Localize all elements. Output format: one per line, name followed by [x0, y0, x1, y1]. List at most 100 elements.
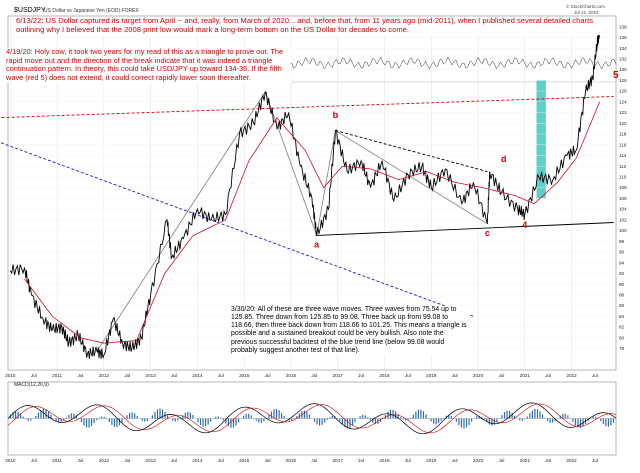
- y-tick-label: 98: [619, 239, 625, 244]
- y-tick-label: 82: [619, 325, 625, 330]
- x-tick-label-macd: Jul: [498, 458, 504, 463]
- chart-date: Jul 12, 2022: [574, 10, 599, 15]
- x-tick-label-macd: Jul: [592, 458, 598, 463]
- x-tick-label: Jul: [545, 373, 551, 378]
- wave-label: 4: [522, 220, 527, 230]
- y-tick-label: 94: [619, 260, 625, 265]
- x-tick-label: Jul: [405, 373, 411, 378]
- chart-subtitle: US Dollar vs Japanese Yen (EOD) FOREX: [44, 8, 139, 14]
- price-series-line: [9, 27, 601, 360]
- y-tick-label: 128: [619, 78, 627, 83]
- wave-label: c: [485, 228, 490, 238]
- y-tick-label: 126: [619, 89, 627, 94]
- x-tick-label: 2013: [146, 373, 157, 378]
- x-tick-label: 2019: [426, 373, 437, 378]
- y-tick-label: 88: [619, 293, 625, 298]
- x-tick-label-macd: Jul: [124, 458, 130, 463]
- x-tick-label-macd: 2018: [379, 458, 390, 463]
- y-tick-label: 102: [619, 217, 627, 222]
- y-tick-label: 80: [619, 335, 625, 340]
- wave-count-line: [96, 91, 266, 352]
- macd-line: [7, 402, 617, 435]
- wave-count-line: [316, 130, 336, 236]
- y-tick-label: 86: [619, 303, 625, 308]
- x-tick-label-macd: 2011: [52, 458, 62, 463]
- y-tick-label: 118: [619, 132, 627, 137]
- y-tick-label: 134: [619, 46, 627, 51]
- x-tick-label: 2010: [5, 373, 16, 378]
- x-tick-label-macd: 2015: [239, 458, 250, 463]
- x-tick-label: Jul: [78, 373, 84, 378]
- x-tick-label-macd: 2022: [566, 458, 577, 463]
- x-tick-label: 2021: [520, 373, 531, 378]
- x-tick-label-macd: 2020: [473, 458, 484, 463]
- y-tick-label: 110: [619, 175, 627, 180]
- x-tick-label: 2017: [333, 373, 344, 378]
- x-tick-label-macd: Jul: [405, 458, 411, 463]
- wave-count-line: [264, 91, 318, 236]
- y-tick-label: 124: [619, 99, 627, 104]
- x-tick-label-macd: 2013: [146, 458, 157, 463]
- x-tick-label-macd: Jul: [265, 458, 271, 463]
- x-tick-label: Jul: [498, 373, 504, 378]
- x-tick-label: Jul: [265, 373, 271, 378]
- x-tick-label: Jul: [358, 373, 364, 378]
- y-tick-label: 104: [619, 207, 627, 212]
- y-tick-label: 138: [619, 24, 627, 29]
- y-tick-label: 136: [619, 35, 627, 40]
- x-tick-label: 2020: [473, 373, 484, 378]
- wave-label: b: [333, 110, 339, 120]
- x-tick-label-macd: Jul: [452, 458, 458, 463]
- y-tick-label: 84: [619, 314, 625, 319]
- x-tick-label-macd: Jul: [171, 458, 177, 463]
- x-tick-label: Jul: [31, 373, 37, 378]
- x-tick-label: 2018: [379, 373, 390, 378]
- trendline: [0, 141, 474, 317]
- wave-count-line: [335, 130, 488, 225]
- y-tick-label: 78: [619, 346, 625, 351]
- watermark: © StockCharts.com: [566, 3, 605, 9]
- x-tick-label: Jul: [124, 373, 130, 378]
- trendline: [0, 96, 614, 119]
- x-tick-label-macd: 2019: [426, 458, 437, 463]
- y-tick-label: 92: [619, 271, 625, 276]
- y-tick-label: 132: [619, 57, 627, 62]
- x-tick-label-macd: Jul: [78, 458, 84, 463]
- x-tick-label: Jul: [218, 373, 224, 378]
- highlight-band: [536, 80, 546, 199]
- y-tick-label: 120: [619, 121, 627, 126]
- x-tick-label: 2015: [239, 373, 250, 378]
- annotation-note-bottom: 3/30/20: All of these are three wave mov…: [231, 306, 470, 355]
- x-tick-label-macd: Jul: [311, 458, 317, 463]
- x-tick-label: 2012: [99, 373, 110, 378]
- y-tick-label: 130: [619, 67, 627, 72]
- x-tick-label-macd: 2010: [5, 458, 16, 463]
- trendline: [335, 130, 488, 172]
- trendline: [316, 222, 614, 236]
- y-tick-label: 90: [619, 282, 625, 287]
- x-tick-label-macd: 2017: [333, 458, 344, 463]
- y-tick-label: 112: [619, 164, 627, 169]
- y-tick-label: 122: [619, 110, 627, 115]
- chart-title: $USDJPY: [14, 7, 46, 14]
- y-tick-label: 114: [619, 153, 627, 158]
- wave-label-5-top: 5: [613, 70, 619, 81]
- x-tick-label: 2014: [192, 373, 203, 378]
- y-tick-label: 96: [619, 250, 625, 255]
- x-tick-label-macd: 2021: [520, 458, 531, 463]
- x-tick-label-macd: 2016: [286, 458, 297, 463]
- macd-label: MACD(12,26,9): [14, 382, 49, 388]
- wave-label: d: [501, 154, 507, 164]
- x-tick-label: Jul: [311, 373, 317, 378]
- x-tick-label: Jul: [171, 373, 177, 378]
- x-tick-label: 2011: [52, 373, 62, 378]
- macd-signal-line: [7, 403, 617, 434]
- x-tick-label-macd: Jul: [218, 458, 224, 463]
- moving-average-line: [24, 101, 600, 344]
- x-tick-label-macd: Jul: [358, 458, 364, 463]
- x-tick-label: 2022: [566, 373, 577, 378]
- y-tick-label: 106: [619, 196, 627, 201]
- wave-label: a: [314, 240, 320, 250]
- y-tick-label: 108: [619, 185, 627, 190]
- annotation-note-top: 6/13/22: US Dollar captured its target f…: [16, 16, 610, 35]
